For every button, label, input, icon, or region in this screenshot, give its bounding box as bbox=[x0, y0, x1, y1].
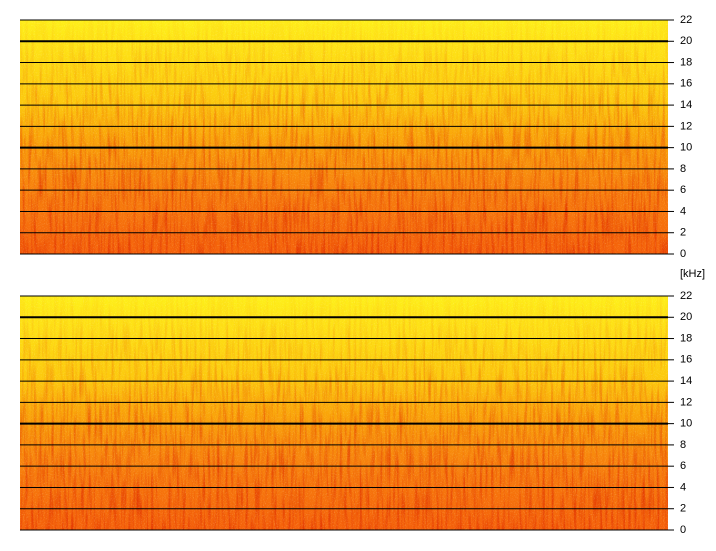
y-tick-label: 6 bbox=[680, 460, 686, 472]
y-tick-label: 6 bbox=[680, 184, 686, 196]
y-tick-label: 10 bbox=[680, 418, 692, 430]
y-tick-label: 18 bbox=[680, 56, 692, 68]
y-tick-label: 0 bbox=[680, 248, 686, 260]
panels: 0 2 4 6 8 10 12 14 16 18 20 22 0 2 4 6 8 10 12 14 16 18 20 22 bbox=[20, 14, 692, 536]
y-tick-label: 14 bbox=[680, 375, 692, 387]
unit-label: [kHz] bbox=[680, 268, 705, 280]
y-tick-label: 20 bbox=[680, 35, 692, 47]
y-tick-label: 0 bbox=[680, 524, 686, 536]
y-tick-label: 22 bbox=[680, 290, 692, 302]
y-tick-label: 12 bbox=[680, 120, 692, 132]
y-tick-label: 8 bbox=[680, 439, 686, 451]
y-tick-label: 10 bbox=[680, 142, 692, 154]
spectrogram-speckle bbox=[20, 20, 668, 254]
y-tick-label: 18 bbox=[680, 332, 692, 344]
spectrogram-speckle bbox=[20, 296, 668, 530]
y-tick-label: 4 bbox=[680, 481, 686, 493]
y-tick-label: 2 bbox=[680, 227, 686, 239]
y-tick-label: 8 bbox=[680, 163, 686, 175]
y-tick-label: 22 bbox=[680, 14, 692, 26]
y-tick-label: 14 bbox=[680, 99, 692, 111]
y-tick-label: 16 bbox=[680, 354, 692, 366]
y-tick-label: 16 bbox=[680, 78, 692, 90]
y-tick-label: 4 bbox=[680, 205, 686, 217]
spectrogram-panel: 0 2 4 6 8 10 12 14 16 18 20 22 bbox=[20, 14, 692, 260]
y-tick-label: 12 bbox=[680, 396, 692, 408]
y-tick-label: 20 bbox=[680, 311, 692, 323]
spectrogram-panel: 0 2 4 6 8 10 12 14 16 18 20 22 bbox=[20, 290, 692, 536]
y-tick-label: 2 bbox=[680, 503, 686, 515]
